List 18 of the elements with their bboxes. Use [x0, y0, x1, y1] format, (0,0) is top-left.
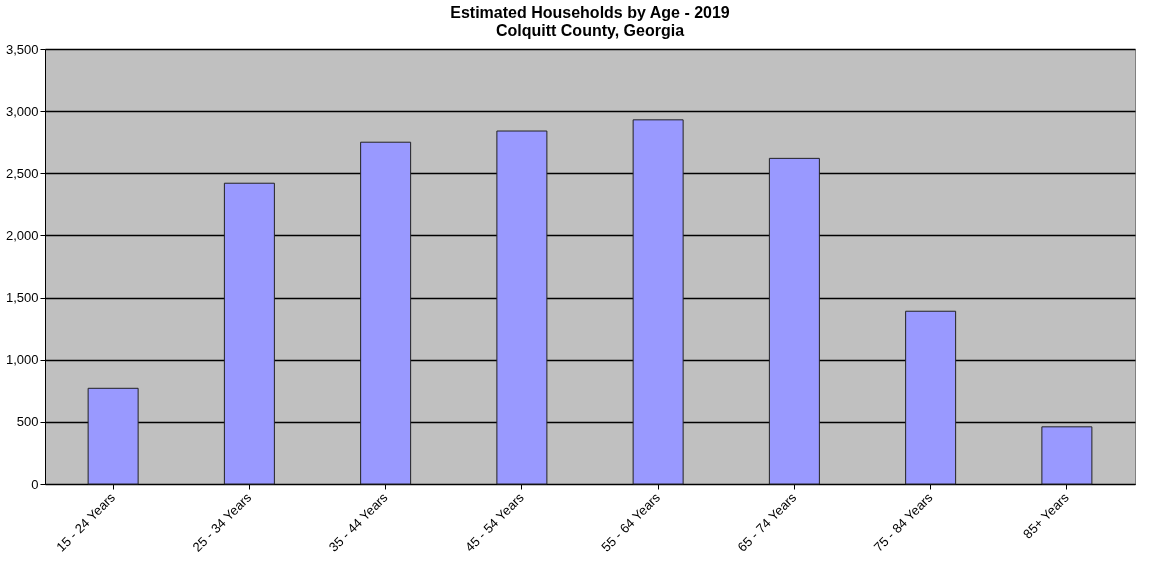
- y-tick-label: 1,000: [5, 352, 39, 368]
- bar: [87, 387, 139, 485]
- bar: [360, 141, 412, 485]
- chart-title: Estimated Households by Age - 2019: [450, 4, 730, 21]
- bar: [223, 182, 275, 485]
- y-tick-label: 3,000: [5, 103, 39, 119]
- y-tick-label: 3,500: [5, 41, 39, 57]
- bar: [768, 157, 820, 485]
- y-tick-label: 0: [31, 476, 39, 492]
- bar: [1041, 426, 1093, 485]
- bar: [905, 310, 957, 485]
- bar: [496, 130, 548, 485]
- y-tick-label: 500: [16, 414, 39, 430]
- y-tick-label: 2,000: [5, 227, 39, 243]
- chart-subtitle: Colquitt County, Georgia: [495, 22, 685, 39]
- bar: [632, 119, 684, 485]
- y-tick-label: 1,500: [5, 290, 39, 306]
- y-tick-label: 2,500: [5, 165, 39, 181]
